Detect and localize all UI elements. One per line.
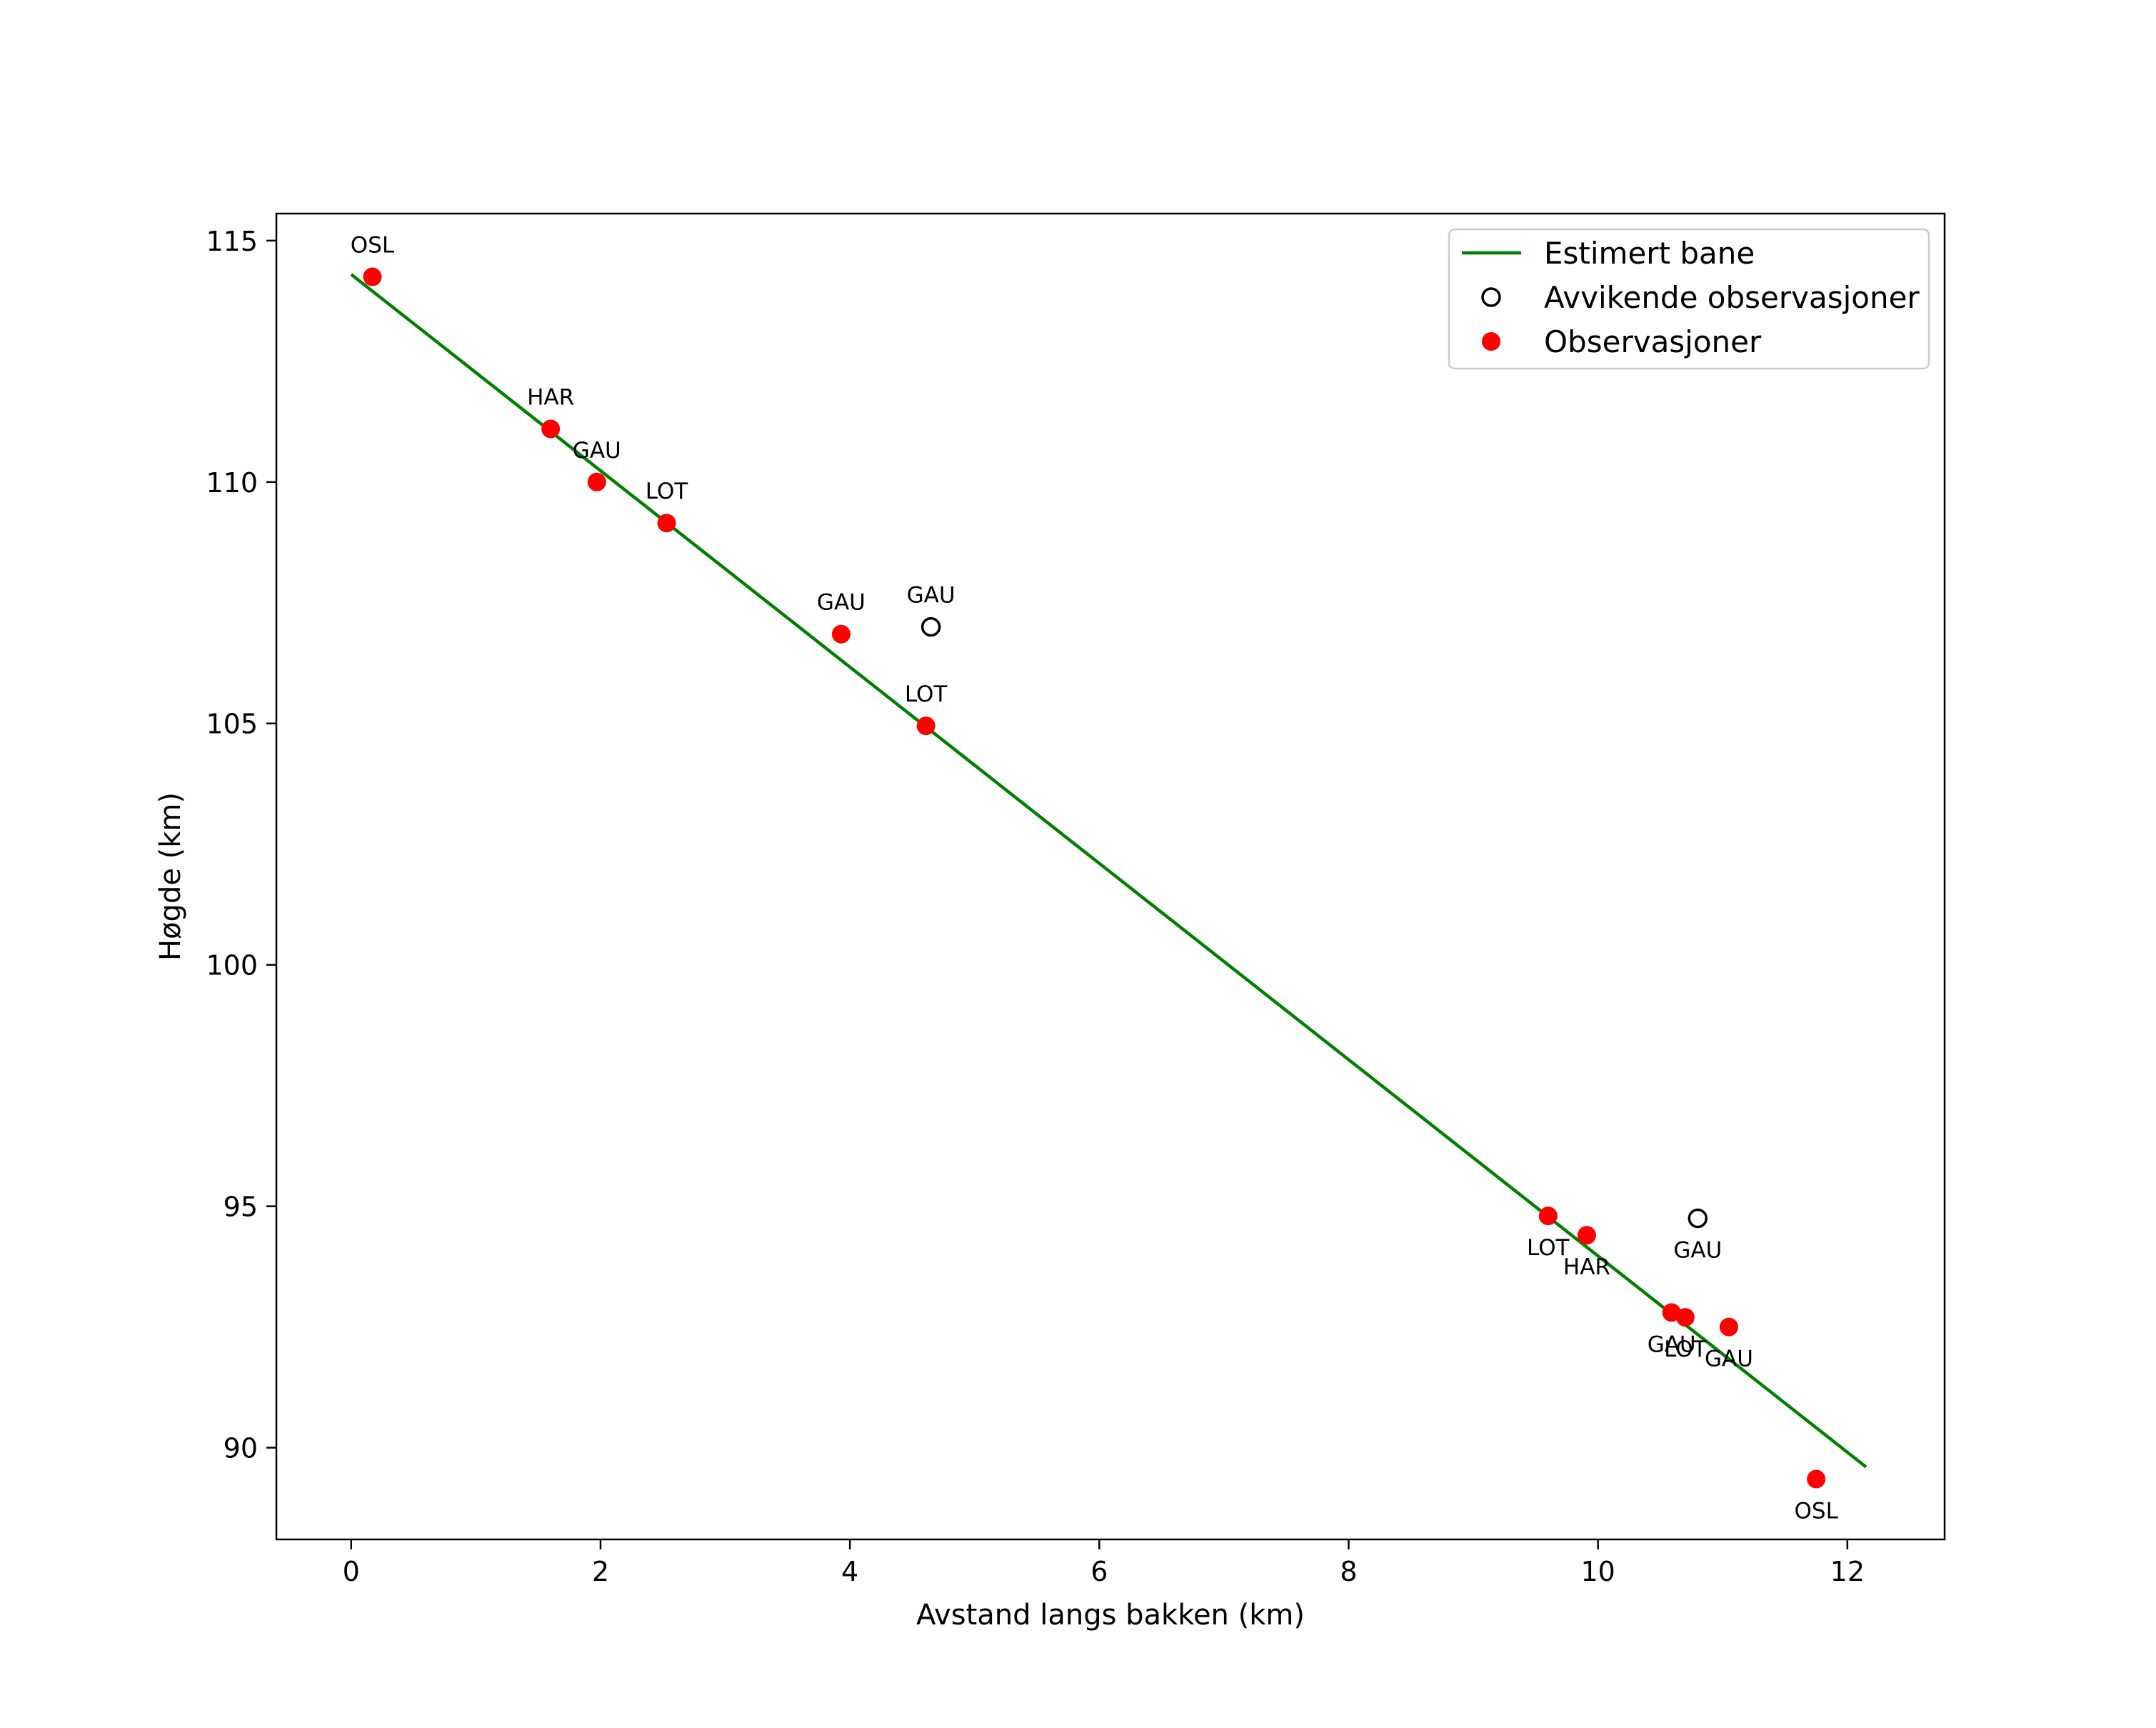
legend-open-marker bbox=[1481, 287, 1501, 307]
observation-point bbox=[1675, 1308, 1695, 1327]
observation-point bbox=[1719, 1317, 1738, 1337]
legend-box bbox=[1448, 228, 1930, 370]
x-tick-label: 8 bbox=[1340, 1556, 1357, 1587]
observation-point-label: LOT bbox=[1527, 1235, 1570, 1261]
legend-entry-outliers: Avvikende observasjoner bbox=[1544, 280, 1920, 315]
x-tick-label: 10 bbox=[1580, 1556, 1615, 1587]
observation-point bbox=[831, 624, 851, 644]
observation-point-label: HAR bbox=[527, 384, 574, 410]
outlier-point bbox=[1688, 1208, 1708, 1229]
plot-area: GAUGAUOSLHARGAULOTGAULOTLOTHARGAULOTGAUO… bbox=[350, 233, 1867, 1524]
observation-point bbox=[1577, 1226, 1596, 1245]
observation-point-label: GAU bbox=[817, 590, 866, 616]
y-tick-label: 110 bbox=[206, 467, 258, 499]
observation-point-label: OSL bbox=[1794, 1499, 1838, 1524]
observation-point-label: GAU bbox=[573, 438, 621, 464]
observation-point-label: OSL bbox=[351, 233, 395, 259]
y-tick-label: 105 bbox=[206, 709, 258, 740]
y-tick-label: 95 bbox=[224, 1192, 258, 1223]
observation-point bbox=[541, 419, 561, 439]
observation-point bbox=[916, 716, 936, 736]
observation-point bbox=[587, 472, 606, 491]
legend-entry-estimated: Estimert bane bbox=[1544, 236, 1755, 271]
observation-point-label: GAU bbox=[1648, 1332, 1696, 1357]
legend: Estimert bane Avvikende observasjoner Ob… bbox=[1448, 228, 1930, 370]
observation-point bbox=[1538, 1207, 1558, 1226]
y-tick-label: 90 bbox=[224, 1433, 258, 1464]
y-tick-label: 100 bbox=[206, 950, 258, 982]
y-tick-label: 115 bbox=[206, 226, 258, 257]
outlier-point-label: GAU bbox=[1673, 1238, 1722, 1264]
observation-point-label: LOT bbox=[905, 681, 948, 707]
x-tick-label: 4 bbox=[841, 1556, 858, 1587]
outlier-point-label: GAU bbox=[907, 583, 956, 609]
x-tick-label: 6 bbox=[1090, 1556, 1108, 1587]
observation-point-label: LOT bbox=[1664, 1337, 1708, 1362]
observation-point-label: LOT bbox=[646, 479, 689, 504]
legend-filled-marker bbox=[1482, 332, 1500, 351]
observation-point bbox=[657, 514, 676, 533]
x-tick-label: 0 bbox=[343, 1556, 360, 1587]
y-axis-label: Høgde (km) bbox=[154, 792, 187, 961]
x-tick-label: 12 bbox=[1830, 1556, 1865, 1587]
axes-frame bbox=[275, 212, 1946, 1541]
observation-point bbox=[1807, 1469, 1826, 1489]
legend-entry-observations: Observasjoner bbox=[1544, 324, 1762, 359]
observation-point-label: GAU bbox=[1705, 1347, 1753, 1372]
observation-point-label: HAR bbox=[1563, 1254, 1610, 1280]
x-tick-label: 2 bbox=[592, 1556, 609, 1587]
observation-point bbox=[363, 267, 382, 286]
outlier-point bbox=[921, 616, 941, 637]
x-axis-label: Avstand langs bakken (km) bbox=[916, 1599, 1305, 1632]
axis-ticks: 0 2 4 6 8 10 12 90 95 100 105 110 115 bbox=[206, 226, 1865, 1587]
estimated-trajectory-line bbox=[350, 273, 1867, 1469]
